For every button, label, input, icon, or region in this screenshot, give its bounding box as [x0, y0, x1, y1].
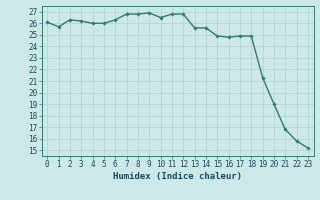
- X-axis label: Humidex (Indice chaleur): Humidex (Indice chaleur): [113, 172, 242, 181]
